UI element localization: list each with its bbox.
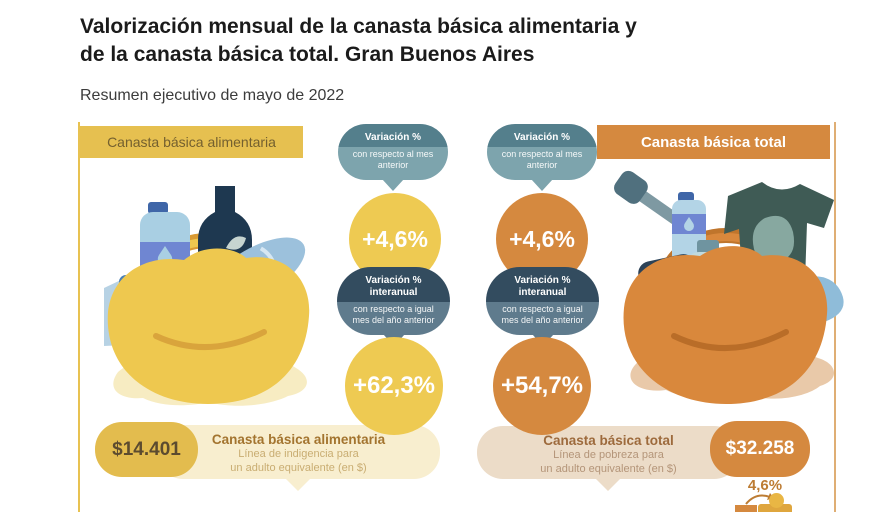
price-row-tail [285, 478, 311, 491]
bubble-title: Variación % interanual [337, 267, 450, 302]
left-panel-banner: Canasta básica alimentaria [80, 126, 303, 158]
left-yearly-variation-bubble: Variación % interanual con respecto a ig… [337, 267, 450, 346]
price-line1: Línea de indigencia para [238, 448, 359, 460]
right-yearly-variation-bubble: Variación % interanual con respecto a ig… [486, 267, 599, 346]
money-chip-icon [735, 505, 757, 512]
right-price-row: Canasta básica total Línea de pobreza pa… [477, 421, 810, 501]
hammer-icon [614, 170, 687, 229]
right-panel-banner: Canasta básica total [597, 125, 830, 159]
bubble-subtitle: con respecto al mes anterior [338, 147, 448, 180]
bubble-title: Variación % [487, 124, 597, 147]
left-monthly-variation-bubble: Variación % con respecto al mes anterior [338, 124, 448, 191]
page-title-line1: Valorización mensual de la canasta básic… [80, 15, 637, 38]
price-title: Canasta básica total [543, 433, 674, 448]
price-line2: un adulto equivalente (en $) [540, 463, 677, 476]
bubble-tail [382, 178, 404, 191]
bubble-subtitle: con respecto a igual mes del año anterio… [486, 302, 599, 335]
food-basket-illustration [104, 186, 310, 406]
price-title: Canasta básica alimentaria [211, 432, 386, 447]
price-line2: un adulto equivalente (en $) [230, 462, 367, 475]
bubble-subtitle: con respecto al mes anterior [487, 147, 597, 180]
total-basket-illustration: SUBE [614, 170, 844, 404]
basket-body [107, 248, 310, 404]
right-yearly-value-circle: +54,7% [493, 337, 591, 435]
bubble-title: Variación % interanual [486, 267, 599, 302]
page-subtitle: Resumen ejecutivo de mayo de 2022 [80, 87, 345, 104]
left-yearly-value-circle: +62,3% [345, 337, 443, 435]
money-box-icon [758, 504, 792, 512]
coin-icon [769, 493, 784, 508]
right-panel-border-line [834, 122, 836, 512]
price-line1: Línea de pobreza para [553, 449, 664, 461]
footer-change-label: 4,6% [747, 477, 783, 494]
left-price-row: Canasta básica alimentaria Línea de indi… [95, 421, 445, 501]
left-panel-border-line [78, 122, 80, 512]
left-amount-badge: $14.401 [95, 422, 198, 477]
page-title-line2: de la canasta básica total. Gran Buenos … [80, 43, 535, 67]
right-price-info: Canasta básica total Línea de pobreza pa… [477, 426, 740, 479]
bubble-subtitle: con respecto a igual mes del año anterio… [337, 302, 450, 335]
page-title: Valorización mensual de la canasta básic… [80, 13, 637, 69]
right-monthly-variation-bubble: Variación % con respecto al mes anterior [487, 124, 597, 191]
bubble-tail [531, 178, 553, 191]
price-row-tail [595, 478, 621, 491]
bubble-title: Variación % [338, 124, 448, 147]
right-amount-badge: $32.258 [710, 421, 810, 477]
basket-body [623, 246, 828, 404]
